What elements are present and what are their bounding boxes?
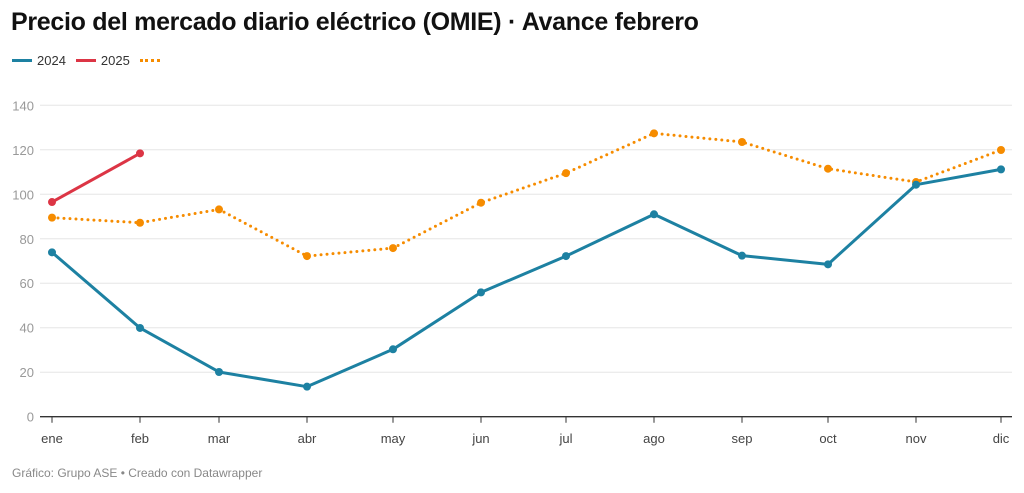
x-tick-label: abr <box>298 431 317 446</box>
legend: 2024 2025 <box>12 53 175 68</box>
y-tick-label: 60 <box>20 276 34 291</box>
y-tick-label: 140 <box>12 98 34 113</box>
data-point <box>824 164 832 173</box>
x-tick-label: ago <box>643 431 665 446</box>
y-tick-label: 0 <box>27 410 34 425</box>
data-point <box>738 251 746 260</box>
x-tick-label: mar <box>208 431 231 446</box>
data-point <box>215 367 223 376</box>
legend-item-2025: 2025 <box>75 53 130 68</box>
data-point <box>136 149 144 158</box>
data-point <box>389 244 397 253</box>
data-point <box>389 345 397 354</box>
series-line-forecast <box>50 131 1003 258</box>
data-point <box>136 323 144 332</box>
series-line-2024 <box>51 167 1002 389</box>
data-point <box>650 210 658 219</box>
data-point <box>997 146 1005 155</box>
data-point <box>48 213 56 222</box>
legend-label: 2025 <box>100 53 130 68</box>
x-tick-label: feb <box>131 431 149 446</box>
data-point <box>562 252 570 261</box>
data-point <box>738 138 746 147</box>
chart-title: Precio del mercado diario eléctrico (OMI… <box>11 8 699 36</box>
x-tick-label: may <box>381 431 406 446</box>
legend-swatch <box>12 59 32 62</box>
y-tick-label: 40 <box>20 321 34 336</box>
series-line-2025 <box>51 152 141 204</box>
legend-swatch <box>75 59 96 62</box>
x-tick-label: jul <box>558 431 572 446</box>
footer-credit: Gráfico: Grupo ASE • Creado con Datawrap… <box>12 466 263 480</box>
data-point <box>650 129 658 138</box>
data-point <box>477 288 485 297</box>
data-point <box>215 205 223 214</box>
data-point <box>912 180 920 189</box>
legend-item-2024: 2024 <box>12 53 66 68</box>
data-point <box>48 248 56 257</box>
data-point <box>136 218 144 227</box>
x-tick-label: sep <box>732 431 753 446</box>
y-tick-label: 100 <box>12 187 34 202</box>
y-tick-label: 20 <box>20 365 34 380</box>
data-point <box>562 169 570 178</box>
legend-swatch <box>139 59 160 62</box>
data-point <box>997 165 1005 174</box>
data-point <box>303 382 311 391</box>
y-tick-label: 80 <box>20 232 34 247</box>
x-tick-label: jun <box>471 431 489 446</box>
y-tick-label: 120 <box>12 143 34 158</box>
data-point <box>824 260 832 269</box>
data-point <box>48 198 56 207</box>
x-tick-label: ene <box>41 431 63 446</box>
legend-item-forecast <box>139 59 165 62</box>
x-tick-label: dic <box>993 431 1010 446</box>
legend-label: 2024 <box>37 53 66 68</box>
data-point <box>303 252 311 261</box>
x-tick-label: oct <box>819 431 837 446</box>
data-point <box>477 198 485 207</box>
x-tick-label: nov <box>906 431 927 446</box>
